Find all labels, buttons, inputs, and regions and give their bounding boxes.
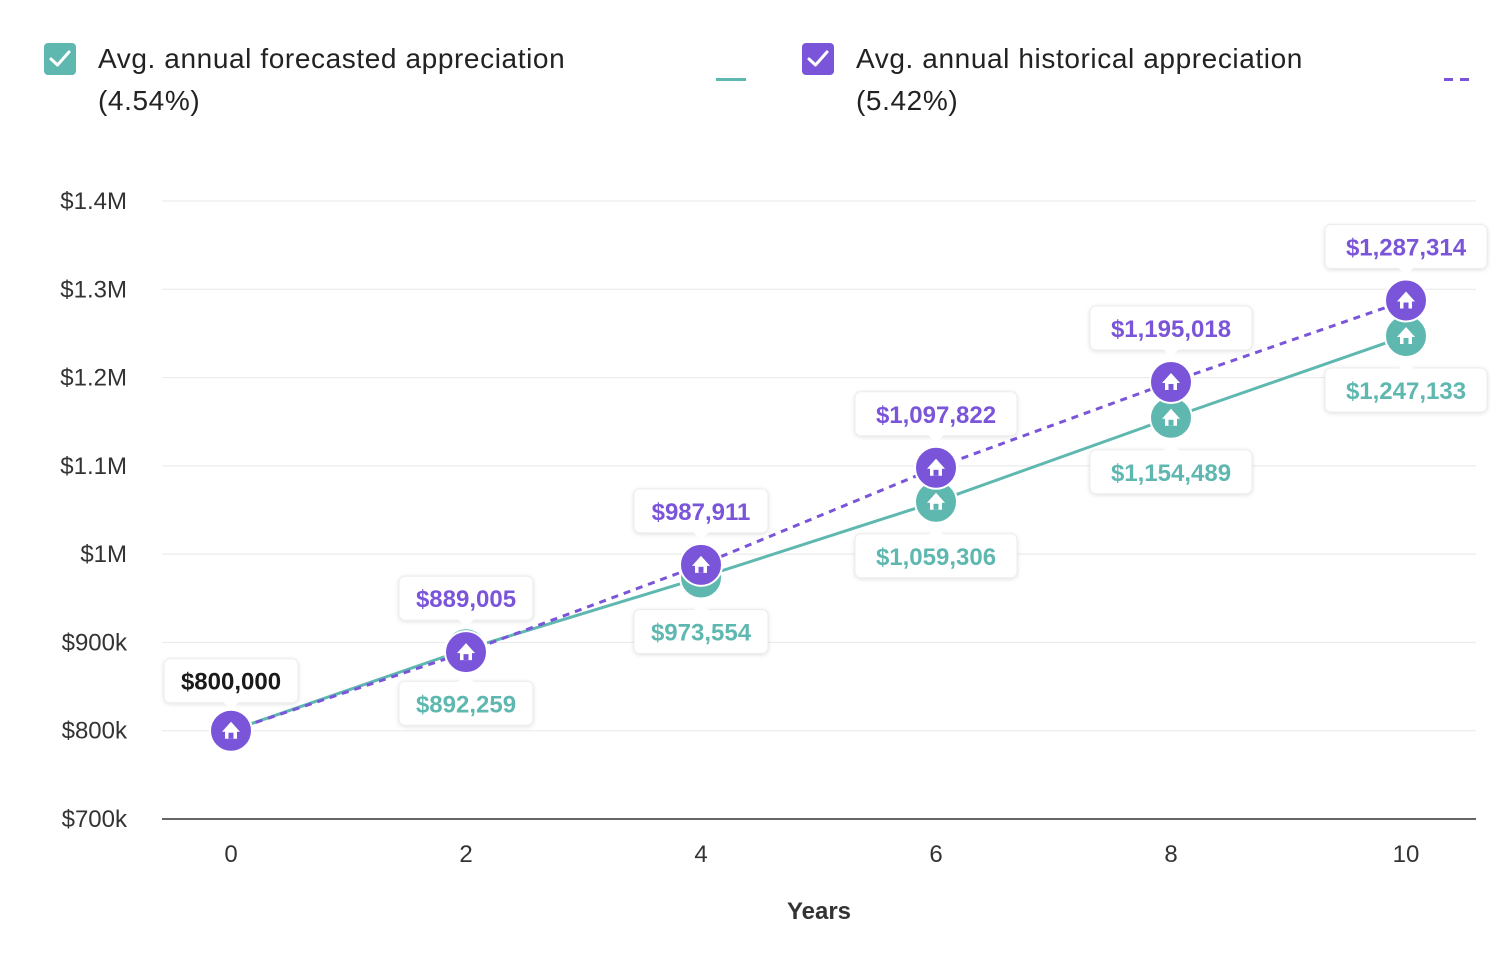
data-label: $987,911 [633,488,769,540]
historical-series-line [230,299,1407,733]
svg-text:$973,554: $973,554 [651,619,752,646]
legend-item-forecasted[interactable]: Avg. annual forecasted appreciation (4.5… [44,38,754,128]
legend-forecasted-title: Avg. annual forecasted appreciation [98,43,566,74]
y-tick-label: $1.4M [60,188,127,215]
house-icon [222,721,240,739]
x-tick-label: 8 [1164,841,1177,868]
house-icon [1397,291,1415,309]
historical-point-marker[interactable] [679,542,723,587]
checkmark-icon [807,50,829,67]
y-tick-label: $700k [62,806,128,833]
forecasted-point-marker[interactable] [1149,395,1193,440]
data-label: $1,059,306 [854,526,1018,579]
data-label: $1,195,018 [1089,305,1253,357]
data-label: $973,554 [633,602,769,654]
legend-label-forecasted: Avg. annual forecasted appreciation (4.5… [98,38,565,122]
legend-forecasted-rate: (4.54%) [98,85,201,116]
svg-text:$1,097,822: $1,097,822 [876,402,996,429]
svg-text:$892,259: $892,259 [416,691,516,718]
historical-point-marker[interactable] [209,708,253,753]
svg-text:$1,059,306: $1,059,306 [876,544,996,571]
historical-point-marker[interactable] [444,630,488,675]
x-tick-label: 4 [694,841,707,868]
house-icon [692,555,710,573]
svg-text:$1,287,314: $1,287,314 [1346,234,1467,261]
data-label: $1,247,133 [1324,360,1488,413]
data-label: $800,000 [163,658,299,710]
y-tick-label: $1.1M [60,453,127,480]
historical-checkbox[interactable] [802,43,834,75]
legend-swatch-solid [716,78,746,81]
y-axis: $1.4M $1.3M $1.2M $1.1M $1M $900k $800k $700k [60,188,128,833]
y-tick-label: $900k [62,629,128,656]
x-axis: 0 2 4 6 8 10 [224,841,1419,868]
data-label: $892,259 [398,674,534,726]
legend-historical-rate: (5.42%) [856,85,959,116]
legend-label-historical: Avg. annual historical appreciation (5.4… [856,38,1303,122]
gridlines [162,200,1476,820]
house-icon [927,492,945,510]
house-icon [927,458,945,476]
data-labels: $800,000 $889,005 $892,259 $987,911 $973,554… [163,223,1488,726]
house-icon [1162,372,1180,390]
x-tick-label: 0 [224,841,237,868]
y-tick-label: $1.3M [60,276,127,303]
svg-text:$987,911: $987,911 [652,499,751,526]
data-label: $1,287,314 [1324,223,1488,276]
data-label: $1,154,489 [1089,442,1253,495]
forecasted-series-line [230,334,1407,733]
historical-point-marker[interactable] [1384,278,1428,323]
historical-point-marker[interactable] [1149,359,1193,404]
data-label: $889,005 [398,575,534,628]
y-tick-label: $800k [62,718,128,745]
y-tick-label: $1.2M [60,365,127,392]
legend-swatch-dashed [1444,78,1470,81]
y-tick-label: $1M [80,541,127,568]
x-tick-label: 2 [459,841,472,868]
house-icon [1397,326,1415,344]
historical-point-marker[interactable] [914,445,958,490]
svg-text:$889,005: $889,005 [416,586,516,613]
forecasted-point-marker[interactable] [1384,313,1428,358]
legend-item-historical[interactable]: Avg. annual historical appreciation (5.4… [802,38,1482,128]
svg-text:$1,154,489: $1,154,489 [1111,460,1231,487]
legend-historical-title: Avg. annual historical appreciation [856,43,1303,74]
x-axis-title: Years [787,898,851,925]
house-icon [1162,408,1180,426]
x-tick-label: 10 [1393,841,1420,868]
house-icon [457,643,475,661]
data-label: $1,097,822 [854,391,1018,443]
checkmark-icon [49,50,71,67]
svg-text:$800,000: $800,000 [181,669,281,696]
point-markers [209,278,1428,753]
series-lines [230,299,1407,733]
x-tick-label: 6 [929,841,942,868]
forecasted-checkbox[interactable] [44,43,76,75]
svg-text:$1,195,018: $1,195,018 [1111,316,1231,343]
chart-legend: Avg. annual forecasted appreciation (4.5… [0,38,1510,138]
svg-text:$1,247,133: $1,247,133 [1346,378,1466,405]
